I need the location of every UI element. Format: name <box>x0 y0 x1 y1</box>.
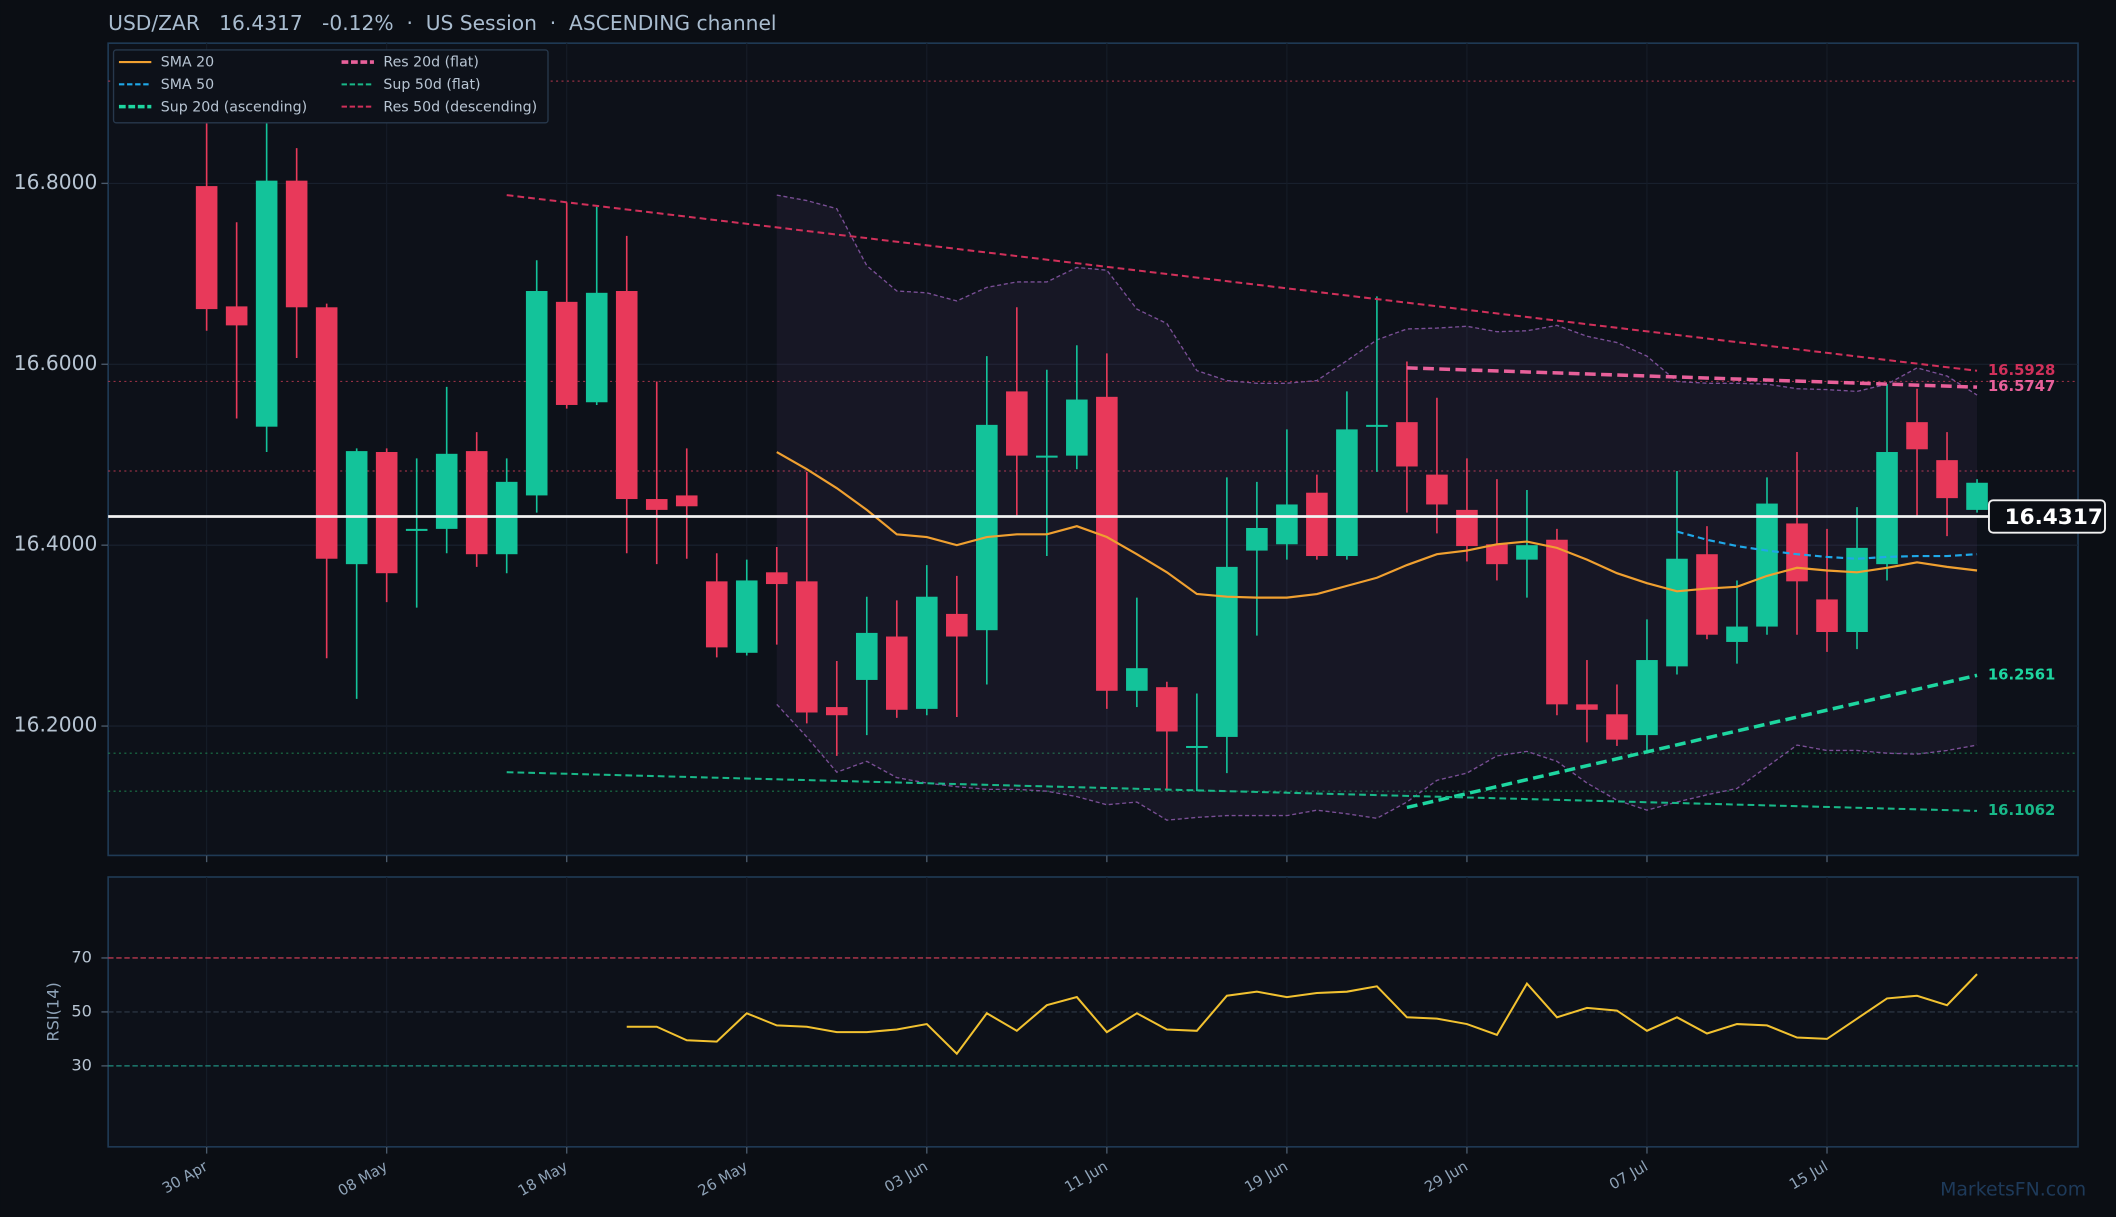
candle-body <box>1666 558 1688 667</box>
y-axis-label: RSI(14) <box>44 982 63 1042</box>
candle-body <box>1396 422 1418 467</box>
candle-body <box>315 307 338 559</box>
candle-body <box>465 451 488 555</box>
candle-body <box>1756 503 1778 627</box>
trend-line <box>506 771 1978 812</box>
candle-body <box>555 301 578 405</box>
trend-line <box>506 194 1978 372</box>
candle-body <box>1336 429 1358 557</box>
y-tick-label: 16.4000 <box>14 532 98 556</box>
candle-body <box>1366 424 1388 427</box>
candle-body <box>225 306 248 326</box>
end-label: 16.1062 <box>1988 802 2056 819</box>
legend-label: Res 20d (flat) <box>383 55 478 71</box>
legend-label: Res 50d (descending) <box>383 99 537 115</box>
legend-label: SMA 50 <box>161 77 214 93</box>
candle-body <box>1456 509 1478 547</box>
candle-body <box>946 613 968 637</box>
candle-body <box>1216 566 1238 737</box>
rsi-line <box>626 973 1978 1056</box>
candle-body <box>1486 544 1508 565</box>
candle-body <box>1726 626 1748 642</box>
candle-body <box>1786 523 1808 582</box>
y-tick-label: 70 <box>71 947 92 966</box>
candle-body <box>1036 455 1058 458</box>
candle-body <box>825 707 848 716</box>
candle-body <box>795 581 818 713</box>
candle-body <box>1516 545 1538 560</box>
candle-body <box>585 292 608 403</box>
candle-body <box>1846 547 1868 632</box>
candle-body <box>1636 660 1658 736</box>
candle-body <box>375 452 398 574</box>
candle-body <box>675 495 698 507</box>
trend-line <box>1406 366 1978 389</box>
last-price-label: 16.4317 <box>2005 505 2103 530</box>
candle-body <box>886 636 908 710</box>
candle-body <box>1246 527 1268 551</box>
candle-body <box>615 291 638 500</box>
candle-body <box>405 528 428 531</box>
candle-body <box>1906 422 1928 450</box>
candle-body <box>1156 687 1178 732</box>
legend-label: Sup 20d (ascending) <box>161 99 307 115</box>
candle-body <box>1006 391 1028 456</box>
y-tick-label: 30 <box>71 1055 92 1074</box>
legend: SMA 20 SMA 50 Sup 20d (ascending) Res 20d (… <box>112 49 549 124</box>
chart-title: USD/ZAR 16.4317 -0.12% · US Session · AS… <box>108 11 776 35</box>
candle-body <box>1606 714 1628 740</box>
candle-body <box>255 180 278 427</box>
candle-body <box>345 451 368 565</box>
last-price-box <box>1988 499 2106 534</box>
legend-box <box>112 49 549 124</box>
candle-body <box>1696 554 1718 635</box>
y-tick-label: 16.8000 <box>14 170 98 194</box>
candle-body <box>735 580 758 653</box>
y-tick-label: 16.6000 <box>14 351 98 375</box>
candle-body <box>1816 599 1838 632</box>
candle-body <box>1276 504 1298 545</box>
candle-body <box>645 499 668 510</box>
trend-line <box>1406 673 1978 810</box>
band-lower <box>776 703 1978 821</box>
price-panel <box>107 42 2079 857</box>
candle-body <box>495 481 518 555</box>
candle-body <box>1966 482 1988 510</box>
candle-body <box>1936 460 1958 499</box>
candle-body <box>1126 668 1148 691</box>
end-label: 16.2561 <box>1988 666 2056 683</box>
end-label: 16.5747 <box>1988 378 2056 395</box>
candle-body <box>976 424 998 631</box>
candle-body <box>1876 452 1898 565</box>
candle-body <box>1426 474 1448 505</box>
candle-body <box>1306 492 1328 557</box>
candle-body <box>195 186 218 310</box>
end-label: 16.5928 <box>1988 362 2056 379</box>
legend-label: Sup 50d (flat) <box>383 77 480 93</box>
candle-body <box>1546 539 1568 705</box>
candle-body <box>435 453 458 529</box>
candle-body <box>1066 399 1088 456</box>
sma-line <box>1676 530 1978 560</box>
y-tick-label: 50 <box>71 1001 92 1020</box>
y-tick-label: 16.2000 <box>14 713 98 737</box>
candle-body <box>525 291 548 496</box>
candle-body <box>1096 396 1118 691</box>
candle-body <box>855 632 878 680</box>
legend-label: SMA 20 <box>161 55 214 71</box>
candle-body <box>916 596 938 709</box>
candle-body <box>285 180 308 308</box>
candle-body <box>1186 745 1208 748</box>
watermark: MarketsFN.com <box>1940 1179 2086 1201</box>
candle-body <box>765 572 788 585</box>
sma-line <box>776 451 1978 599</box>
candle-body <box>705 581 728 648</box>
candle-body <box>1576 704 1598 710</box>
